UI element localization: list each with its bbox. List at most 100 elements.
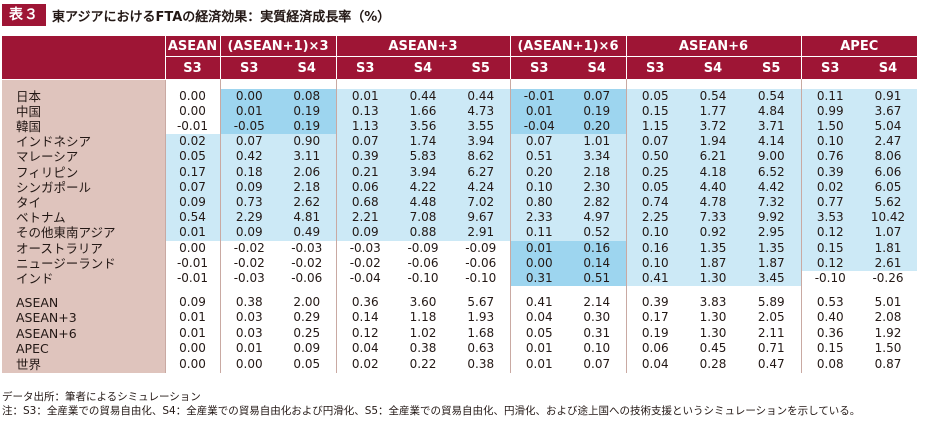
spacer-cell (742, 286, 801, 295)
spacer-cell (219, 286, 278, 296)
table-cell: 1.35 (684, 240, 742, 256)
table-cell: 0.00 (164, 240, 220, 256)
table-cell: 0.03 (219, 310, 278, 326)
table-cell: 3.34 (568, 149, 626, 165)
header-scenario-11: S3 (800, 56, 859, 79)
table-cell: 6.05 (859, 179, 917, 195)
spacer-cell (625, 79, 684, 89)
table-row: ベトナム 0.54 2.29 4.81 2.21 7.08 9.67 2.33 4.97 2.25… (2, 210, 917, 226)
data-source-note: データ出所：筆者によるシミュレーション (2, 391, 201, 403)
table-cell: 0.09 (293, 340, 321, 355)
table-cell: 0.51 (509, 149, 568, 165)
table-cell: 0.10 (800, 134, 859, 150)
table-cell: 0.19 (568, 103, 626, 119)
spacer-cell (2, 79, 165, 89)
table-cell: 0.71 (757, 340, 785, 355)
table-cell: 1.81 (859, 240, 917, 256)
row-label: ASEAN+6 (2, 325, 165, 341)
table-cell: 1.93 (467, 310, 495, 325)
row-label: オーストラリア (2, 240, 165, 256)
header-scenario-5: S5 (452, 56, 510, 79)
table-cell: 0.99 (800, 103, 859, 119)
table-cell: 3.45 (742, 270, 801, 287)
table-cell: 0.07 (219, 134, 278, 150)
table-cell: 0.28 (699, 356, 727, 371)
table-cell: 0.31 (583, 325, 611, 340)
row-label: マレーシア (2, 149, 165, 165)
table-cell: 1.30 (684, 270, 742, 287)
table-cell: 0.01 (509, 240, 568, 256)
table-cell: 4.48 (394, 194, 452, 211)
table-cell: -0.06 (291, 270, 323, 285)
table-cell: 2.18 (278, 179, 336, 195)
table-notes: データ出所：筆者によるシミュレーション 注：S3：全産業での貿易自由化、S4：全… (2, 390, 860, 418)
table-cell: 0.09 (335, 225, 394, 241)
header-scenario-7: S4 (568, 56, 626, 79)
table-cell: 0.05 (625, 88, 684, 104)
table-cell: 0.18 (219, 164, 278, 180)
row-label: フィリピン (2, 164, 165, 180)
spacer-cell (394, 286, 452, 295)
table-cell: 0.29 (293, 310, 321, 325)
table-cell: 3.94 (394, 164, 452, 180)
table-cell: 0.01 (509, 103, 568, 119)
table-cell: 3.72 (684, 118, 742, 135)
table-cell: 2.33 (509, 210, 568, 226)
table-cell: 3.67 (859, 103, 917, 119)
row-label: その他東南アジア (2, 225, 165, 241)
table-cell: -0.06 (407, 255, 439, 270)
header-group-5: APEC (800, 36, 917, 57)
header-scenario-3: S3 (335, 56, 394, 79)
spacer-cell (509, 79, 568, 89)
table-cell: 0.10 (625, 255, 684, 271)
table-cell: -0.03 (291, 240, 323, 255)
table-cell: 0.74 (625, 194, 684, 211)
spacer-cell (219, 79, 278, 89)
table-cell: -0.06 (465, 255, 497, 270)
table-cell: 1.18 (409, 310, 437, 325)
table-cell: 2.08 (874, 310, 902, 325)
table-cell: 0.00 (219, 88, 278, 104)
table-cell: 0.44 (452, 88, 510, 104)
table-cell: 1.87 (684, 255, 742, 271)
header-group-3: (ASEAN+1)×6 (509, 36, 626, 57)
table-cell: 0.54 (164, 210, 220, 226)
spacer-cell (509, 286, 568, 296)
table-cell: 0.00 (509, 255, 568, 271)
table-cell: 0.15 (625, 103, 684, 119)
table-cell: 2.61 (859, 255, 917, 271)
table-row: ASEAN 0.09 0.38 2.00 0.36 3.60 5.67 0.41 2.14 0.3… (2, 295, 917, 311)
table-cell: -0.01 (164, 255, 220, 271)
table-cell: 0.09 (219, 179, 278, 195)
table-cell: 0.04 (335, 340, 394, 356)
table-cell: 5.01 (874, 295, 902, 310)
table-cell: 2.00 (293, 295, 321, 310)
row-label: 世界 (2, 355, 165, 373)
table-cell: 2.62 (278, 194, 336, 211)
table-cell: 0.02 (800, 179, 859, 195)
table-cell: 0.16 (625, 240, 684, 256)
table-cell: 0.17 (625, 310, 684, 326)
row-label: インド (2, 270, 165, 287)
table-cell: 0.39 (625, 295, 684, 311)
table-cell: 0.06 (625, 340, 684, 356)
header-scenario-9: S4 (684, 56, 742, 79)
table-cell: -0.10 (800, 270, 859, 287)
table-cell: 1.68 (467, 325, 495, 340)
table-cell: 3.55 (452, 118, 510, 135)
row-label: ニュージーランド (2, 255, 165, 271)
table-cell: 0.01 (335, 88, 394, 104)
header-scenario-10: S5 (742, 56, 801, 79)
table-cell: 0.92 (684, 225, 742, 241)
table-cell: 0.04 (625, 355, 684, 373)
table-cell: 5.62 (859, 194, 917, 211)
table-cell: -0.04 (335, 270, 394, 287)
table-cell: 2.47 (859, 134, 917, 150)
table-cell: 0.51 (568, 270, 626, 287)
spacer-cell (684, 79, 742, 89)
table-cell: 0.05 (509, 325, 568, 341)
table-cell: 0.38 (219, 295, 278, 311)
table-number-tag: 表３ (2, 4, 46, 26)
table-cell: -0.02 (219, 255, 278, 271)
table-cell: 3.60 (409, 295, 437, 310)
